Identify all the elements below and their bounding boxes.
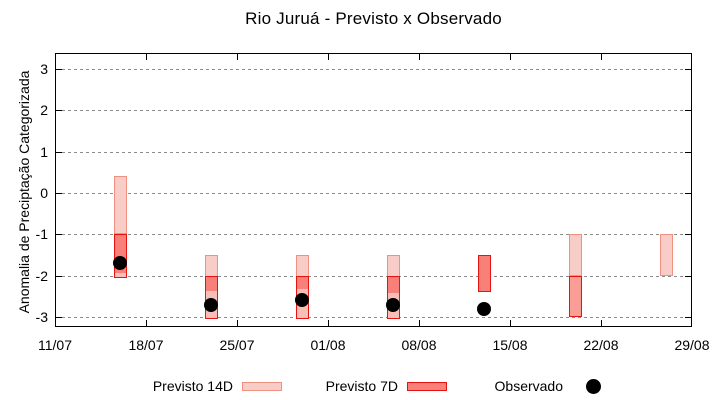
x-tick [419,320,420,326]
gridline [56,110,691,112]
y-tick [685,110,691,112]
x-tick [328,54,329,60]
gridline [56,275,691,277]
forecast-7d-bar [568,275,582,317]
y-tick [56,193,62,194]
x-tick [510,54,511,60]
gridline [56,69,691,70]
gridline [56,234,691,236]
plot-area [55,53,692,327]
forecast-7d-bar-soft-zone [114,272,126,277]
y-axis-tick-label: 0 [40,185,48,201]
y-tick [56,151,62,153]
legend-swatch-7d-icon [407,382,447,391]
x-tick [146,320,147,326]
x-tick [146,54,147,60]
x-axis-tick-label: 18/07 [128,337,164,353]
x-axis-tick-label: 08/08 [401,337,437,353]
y-axis-tick-label: -2 [35,267,48,284]
x-tick [55,54,56,60]
observed-dot [386,297,400,312]
legend-dot-icon [586,379,601,394]
x-axis-tick-label: 25/07 [219,337,255,353]
y-tick [685,316,691,318]
legend-label-previsto-7d: Previsto 7D [325,378,398,394]
y-tick [56,234,62,236]
y-tick [56,69,62,70]
x-axis-tick-label: 22/08 [583,337,619,353]
y-axis-tick-label: 3 [40,61,48,77]
x-axis-tick-label: 01/08 [310,337,346,353]
gridline [56,316,691,318]
forecast-14d-bar [568,234,582,276]
y-tick [56,316,62,318]
observed-dot [113,256,127,271]
x-axis-tick-label: 29/08 [674,337,710,353]
y-axis-tick-label: 1 [40,143,48,160]
forecast-14d-bar [659,234,673,276]
x-tick [55,320,56,326]
x-axis-tick-label: 11/07 [38,337,72,353]
chart-title: Rio Juruá - Previsto x Observado [245,9,502,28]
x-tick [237,320,238,326]
y-tick [685,275,691,277]
gridline [56,151,691,153]
y-tick [685,69,691,70]
x-tick [419,54,420,60]
gridline [56,193,691,194]
x-tick [510,320,511,326]
x-tick [328,320,329,326]
observed-dot [204,297,218,312]
y-axis-tick-label: -3 [35,308,48,325]
legend-label-previsto-14d: Previsto 14D [152,378,233,394]
forecast-7d-bar [477,254,491,293]
legend-label-observado: Observado [494,378,563,394]
y-tick [56,275,62,277]
observed-dot [295,293,309,308]
y-tick [685,193,691,194]
y-axis-tick-label: -1 [35,226,48,243]
observed-dot [477,301,491,316]
x-tick [601,320,602,326]
y-axis-tick-label: 2 [40,102,48,119]
x-tick [601,54,602,60]
y-tick [56,110,62,112]
y-tick [685,151,691,153]
x-tick [237,54,238,60]
x-axis-tick-label: 15/08 [492,337,528,353]
y-tick [685,234,691,236]
forecast-14d-bar [113,176,127,235]
legend-swatch-14d-icon [242,382,282,391]
